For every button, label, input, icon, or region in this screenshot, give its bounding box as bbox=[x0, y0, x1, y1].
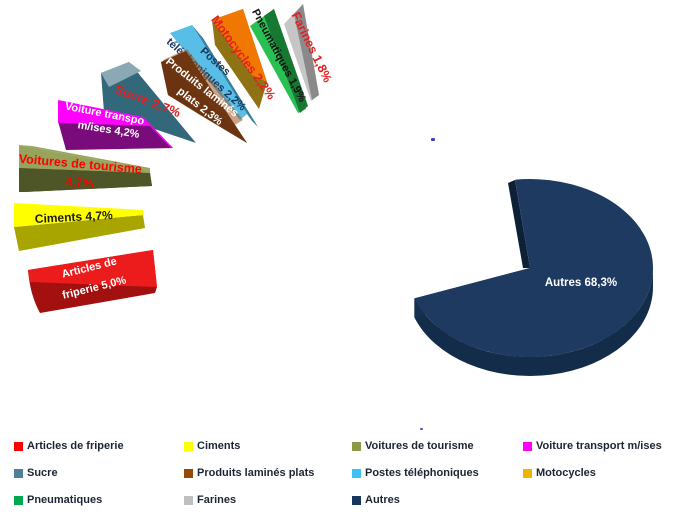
slice-top-face bbox=[19, 145, 150, 173]
slice-side-face bbox=[264, 9, 308, 113]
legend-swatch-icon bbox=[184, 468, 193, 478]
pie-slice-voiture-transport: Voiture transpo m/ises 4,2% bbox=[58, 100, 173, 150]
pie-top-face bbox=[414, 179, 654, 358]
legend-item-postes-telephoniques: Postes téléphoniques bbox=[352, 466, 479, 480]
legend-item-voitures-de-tourisme: Voitures de tourisme bbox=[352, 439, 474, 453]
chart-legend: Articles de friperie Ciments Voitures de… bbox=[0, 430, 686, 520]
legend-item-sucre: Sucre bbox=[14, 466, 58, 480]
slice-top-face bbox=[101, 62, 141, 87]
pie-slice-autres: Autres 68,3% bbox=[414, 179, 654, 376]
slice-label-tourisme-line2: 4,7% bbox=[65, 175, 95, 191]
stray-dot-1 bbox=[431, 138, 435, 141]
legend-item-pneumatiques: Pneumatiques bbox=[14, 493, 102, 507]
slice-side-face bbox=[101, 62, 196, 143]
slice-top-face bbox=[19, 145, 150, 170]
legend-item-produits-lamines-plats: Produits laminés plats bbox=[184, 466, 314, 480]
legend-label: Ciments bbox=[197, 440, 241, 452]
legend-swatch-icon bbox=[14, 441, 23, 451]
legend-item-voiture-transport: Voiture transport m/ises bbox=[523, 439, 662, 453]
slice-top-face bbox=[28, 250, 157, 287]
slice-side-face bbox=[19, 168, 152, 192]
legend-label: Pneumatiques bbox=[27, 494, 103, 506]
legend-swatch-icon bbox=[184, 441, 193, 451]
legend-item-farines: Farines bbox=[184, 493, 236, 507]
legend-label: Farines bbox=[197, 494, 237, 506]
legend-item-ciments: Ciments bbox=[184, 439, 240, 453]
legend-label: Articles de friperie bbox=[27, 440, 124, 452]
legend-label: Produits laminés plats bbox=[197, 467, 315, 479]
legend-swatch-icon bbox=[352, 441, 361, 451]
slice-side-face bbox=[197, 31, 258, 127]
legend-label: Postes téléphoniques bbox=[365, 467, 479, 479]
slice-side-face bbox=[14, 215, 145, 251]
slice-side-face bbox=[60, 123, 171, 149]
legend-swatch-icon bbox=[523, 441, 532, 451]
legend-item-articles-de-friperie: Articles de friperie bbox=[14, 439, 124, 453]
legend-swatch-icon bbox=[184, 495, 193, 505]
slice-top-face bbox=[212, 9, 267, 82]
legend-label: Autres bbox=[365, 494, 400, 506]
legend-label: Motocycles bbox=[536, 467, 596, 479]
slice-label-autres: Autres 68,3% bbox=[545, 277, 617, 289]
chart-canvas: Farines 1,8% Pneumatiques 1,9% Motocycle… bbox=[14, 4, 654, 376]
pie-right-cut-face bbox=[508, 180, 530, 268]
slice-top-face bbox=[170, 25, 247, 120]
pie-slice-ciments: Ciments 4,7% bbox=[14, 203, 145, 251]
legend-swatch-icon bbox=[523, 468, 532, 478]
legend-label: Voitures de tourisme bbox=[365, 440, 474, 452]
slice-top-face bbox=[14, 203, 143, 227]
pie-bottom-rim bbox=[414, 268, 653, 376]
pie-slice-voitures-de-tourisme: Voitures de tourisme 4,7% bbox=[18, 145, 152, 192]
legend-item-autres: Autres bbox=[352, 493, 400, 507]
legend-swatch-icon bbox=[352, 468, 361, 478]
slice-side-face bbox=[192, 25, 252, 121]
legend-item-motocycles: Motocycles bbox=[523, 466, 596, 480]
legend-swatch-icon bbox=[352, 495, 361, 505]
legend-swatch-icon bbox=[14, 468, 23, 478]
legend-label: Sucre bbox=[27, 467, 58, 479]
pie-slice-articles-de-friperie: Articles de friperie 5,0% bbox=[28, 250, 157, 313]
slice-side-face bbox=[161, 51, 247, 143]
legend-swatch-icon bbox=[14, 495, 23, 505]
stray-dot-2 bbox=[420, 428, 423, 430]
slice-side-face bbox=[294, 4, 319, 100]
slice-label-ciments: Ciments 4,7% bbox=[34, 208, 113, 226]
legend-label: Voiture transport m/ises bbox=[536, 440, 662, 452]
